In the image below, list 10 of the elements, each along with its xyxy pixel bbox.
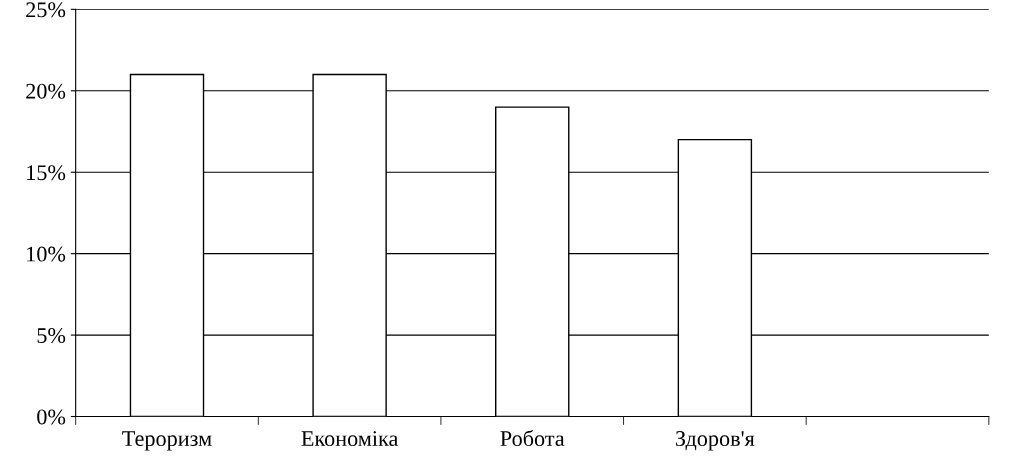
x-tick-label: Робота: [500, 429, 565, 447]
x-tick-label: Тероризм: [122, 431, 212, 451]
y-tick-label: 0%: [37, 409, 66, 425]
y-tick-label: 20%: [26, 83, 66, 99]
y-tick-label: 5%: [37, 328, 66, 344]
y-tick-label: 10%: [27, 246, 66, 262]
y-tick-label: 25%: [26, 2, 66, 18]
x-tick-label: Економіка: [301, 431, 399, 447]
y-tick-label: 15%: [27, 165, 66, 181]
x-tick-label: Здоров'я: [675, 431, 755, 451]
